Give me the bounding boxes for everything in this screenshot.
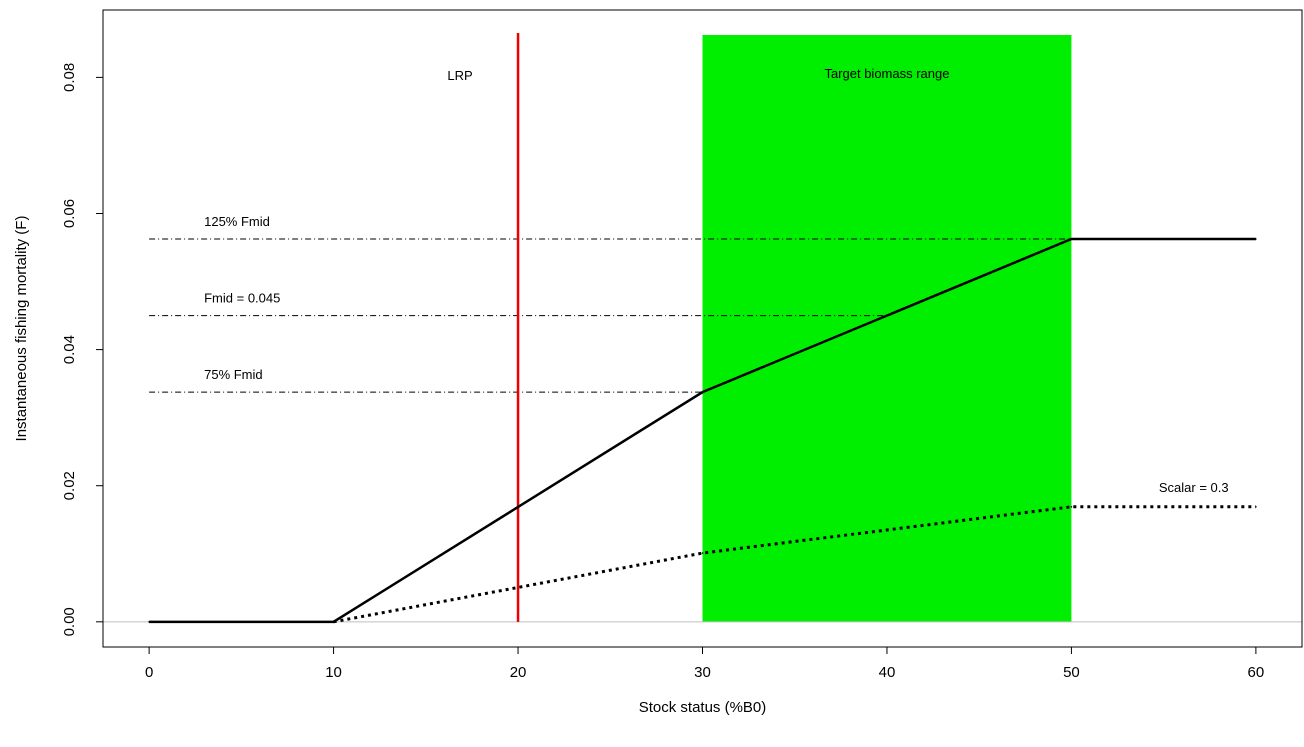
x-axis-label: Stock status (%B0) (639, 699, 767, 716)
y-tick-label-0: 0.00 (61, 607, 78, 636)
series-2-point-1 (332, 621, 335, 623)
reference-line-label-2: Fmid = 0.045 (204, 291, 280, 306)
y-tick-label-1: 0.02 (61, 471, 78, 500)
series-2-point-2 (701, 552, 704, 554)
lrp-label: LRP (447, 68, 472, 83)
series-2-point-3 (1070, 506, 1073, 508)
target-biomass-band (702, 35, 1072, 622)
y-tick-label-2: 0.04 (61, 335, 78, 364)
reference-line-label-1: 125% Fmid (204, 214, 270, 229)
y-tick-label-3: 0.06 (61, 199, 78, 228)
x-tick-label-0: 0 (145, 664, 153, 681)
x-tick-label-1: 10 (325, 664, 342, 681)
x-tick-label-5: 50 (1063, 664, 1080, 681)
plot-layer: Target biomass range 125% Fmid Fmid = 0.04… (103, 33, 1302, 624)
y-tick-label-4: 0.08 (61, 63, 78, 92)
series-label-2: Scalar = 0.3 (1159, 480, 1229, 495)
series-1-point-1 (148, 621, 150, 623)
reference-line-label-3: 75% Fmid (204, 367, 263, 382)
series-1-point-3 (701, 391, 704, 393)
x-tick-label-4: 40 (879, 664, 896, 681)
series-2-point-4 (1255, 506, 1257, 508)
y-axis-label: Instantaneous fishing mortality (F) (13, 216, 30, 442)
x-tick-label-2: 20 (510, 664, 527, 681)
target-biomass-label: Target biomass range (824, 66, 949, 81)
series-1-point-4 (1070, 238, 1073, 240)
series-line-2 (333, 505, 1256, 624)
x-tick-label-6: 60 (1248, 664, 1265, 681)
x-tick-label-3: 30 (694, 664, 711, 681)
series-1-point-5 (1255, 238, 1257, 240)
